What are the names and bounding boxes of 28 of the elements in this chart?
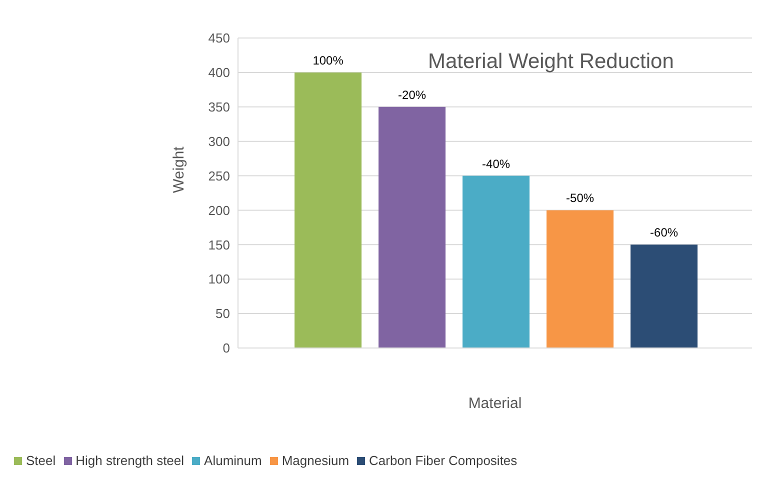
- bar: [378, 106, 446, 348]
- annotation: -40%: [482, 156, 510, 171]
- y-tick-label: 50: [216, 306, 230, 322]
- bar: [630, 244, 698, 348]
- y-axis-title: Weight: [170, 146, 188, 193]
- y-tick-label: 300: [208, 134, 230, 149]
- legend-label: High strength steel: [74, 453, 184, 468]
- bar: [546, 210, 614, 348]
- legend-label: Aluminum: [203, 453, 262, 468]
- annotation: -20%: [398, 88, 426, 102]
- y-tick-label: 200: [208, 202, 230, 218]
- bar: [294, 72, 362, 348]
- y-tick-label: 350: [208, 100, 230, 115]
- annotation: 100%: [312, 53, 344, 68]
- y-tick-label: 0: [222, 340, 230, 356]
- y-tick-label: 100: [208, 272, 230, 287]
- legend-label: Magnesium: [280, 453, 350, 468]
- text: Material Weight Reduction: [428, 50, 674, 74]
- y-tick-label: 250: [208, 168, 230, 184]
- annotation: -60%: [650, 226, 678, 240]
- y-tick-label: 400: [208, 65, 230, 80]
- y-tick-label: 450: [208, 30, 230, 46]
- legend-label: Carbon Fiber Composites: [368, 453, 518, 468]
- bar: [462, 176, 530, 348]
- annotation: -50%: [566, 191, 594, 206]
- legend-label: Steel: [25, 453, 56, 468]
- x-axis-title: Material: [468, 395, 522, 412]
- y-tick-label: 150: [208, 237, 230, 252]
